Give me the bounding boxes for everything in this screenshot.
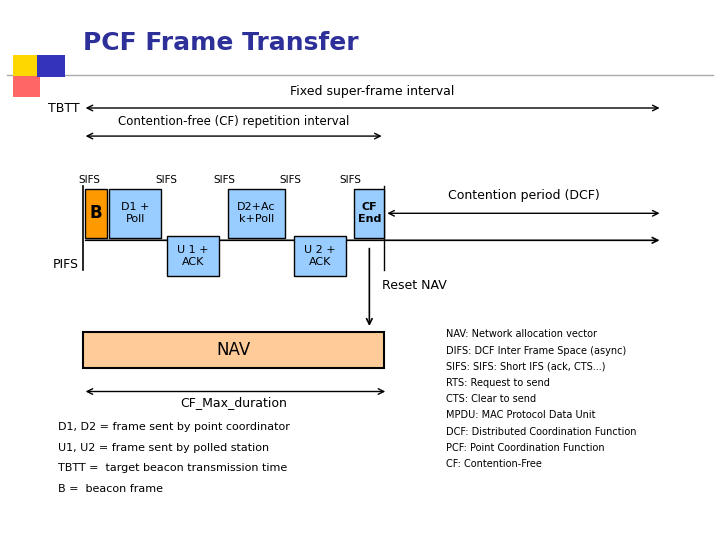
Text: SIFS: SIFS: Short IFS (ack, CTS...): SIFS: SIFS: Short IFS (ack, CTS...)	[446, 362, 606, 372]
Text: U 2 +
ACK: U 2 + ACK	[304, 245, 336, 267]
Text: NAV: NAV	[217, 341, 251, 359]
Text: CF: Contention-Free: CF: Contention-Free	[446, 459, 542, 469]
FancyBboxPatch shape	[228, 189, 285, 238]
Text: TBTT =  target beacon transmission time: TBTT = target beacon transmission time	[58, 463, 287, 474]
Text: Contention-free (CF) repetition interval: Contention-free (CF) repetition interval	[118, 115, 349, 128]
FancyBboxPatch shape	[294, 236, 346, 276]
Text: MPDU: MAC Protocol Data Unit: MPDU: MAC Protocol Data Unit	[446, 410, 596, 421]
Text: DIFS: DCF Inter Frame Space (async): DIFS: DCF Inter Frame Space (async)	[446, 346, 626, 356]
Text: SIFS: SIFS	[279, 174, 301, 185]
Text: PCF Frame Transfer: PCF Frame Transfer	[83, 31, 359, 55]
Text: U 1 +
ACK: U 1 + ACK	[177, 245, 209, 267]
Text: SIFS: SIFS	[213, 174, 235, 185]
Text: PIFS: PIFS	[53, 258, 79, 271]
Text: TBTT: TBTT	[48, 102, 79, 114]
Text: PCF: Point Coordination Function: PCF: Point Coordination Function	[446, 443, 605, 453]
Text: SIFS: SIFS	[78, 174, 100, 185]
Text: SIFS: SIFS	[340, 174, 361, 185]
FancyBboxPatch shape	[354, 189, 384, 238]
Text: D1 +
Poll: D1 + Poll	[121, 202, 150, 224]
FancyBboxPatch shape	[167, 236, 219, 276]
Text: Fixed super-frame interval: Fixed super-frame interval	[290, 85, 455, 98]
Text: B: B	[89, 204, 102, 222]
Text: U1, U2 = frame sent by polled station: U1, U2 = frame sent by polled station	[58, 443, 269, 453]
Text: CF_Max_duration: CF_Max_duration	[180, 396, 287, 409]
Text: CTS: Clear to send: CTS: Clear to send	[446, 394, 536, 404]
Text: NAV: Network allocation vector: NAV: Network allocation vector	[446, 329, 598, 340]
FancyBboxPatch shape	[85, 189, 107, 238]
Text: D1, D2 = frame sent by point coordinator: D1, D2 = frame sent by point coordinator	[58, 422, 289, 433]
FancyBboxPatch shape	[109, 189, 161, 238]
FancyBboxPatch shape	[37, 55, 65, 77]
Text: B =  beacon frame: B = beacon frame	[58, 484, 163, 494]
FancyBboxPatch shape	[83, 332, 384, 368]
FancyBboxPatch shape	[13, 76, 40, 97]
Text: D2+Ac
k+Poll: D2+Ac k+Poll	[237, 202, 276, 224]
Text: Contention period (DCF): Contention period (DCF)	[448, 190, 599, 202]
Text: DCF: Distributed Coordination Function: DCF: Distributed Coordination Function	[446, 427, 637, 437]
Text: RTS: Request to send: RTS: Request to send	[446, 378, 550, 388]
FancyBboxPatch shape	[13, 55, 40, 77]
Text: SIFS: SIFS	[156, 174, 177, 185]
Text: CF
End: CF End	[358, 202, 381, 224]
Text: Reset NAV: Reset NAV	[382, 279, 447, 293]
